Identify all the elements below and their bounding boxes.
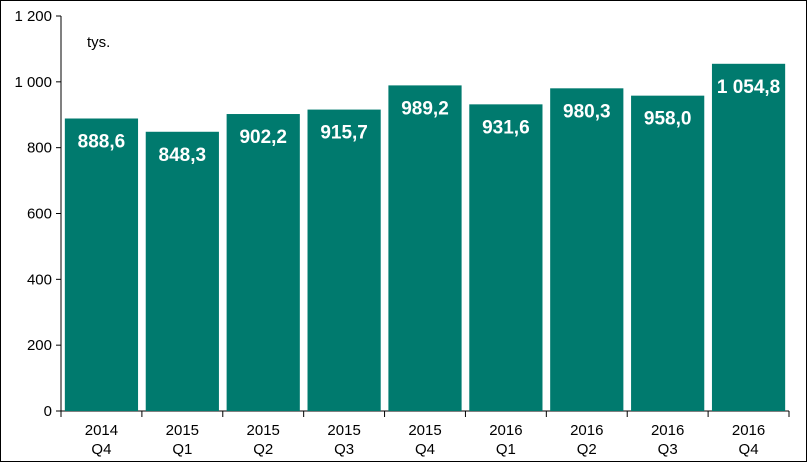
x-category-year: 2015 xyxy=(247,422,280,439)
x-category-year: 2015 xyxy=(166,422,199,439)
data-labels: 888,6 848,3 902,2 915,7 989,2 931,6 980,3 958,0… xyxy=(78,77,781,166)
x-category-quarter: Q1 xyxy=(172,441,192,458)
y-tick-label: 200 xyxy=(27,337,52,354)
bar-value-label: 902,2 xyxy=(239,127,287,148)
x-category-year: 2015 xyxy=(408,422,441,439)
bar xyxy=(226,114,300,412)
bar xyxy=(711,63,786,412)
bar-value-label: 958,0 xyxy=(644,109,692,130)
x-category-year: 2016 xyxy=(732,422,765,439)
x-category-quarter: Q2 xyxy=(577,441,597,458)
x-category-quarter: Q4 xyxy=(739,441,759,458)
bar-value-label: 980,3 xyxy=(563,101,611,122)
bar-value-label: 989,2 xyxy=(401,98,449,119)
bar-value-label: 1 054,8 xyxy=(717,77,780,98)
x-category-quarter: Q4 xyxy=(91,441,111,458)
bar xyxy=(550,88,624,411)
x-category-year: 2016 xyxy=(489,422,522,439)
y-axis: 0 200 400 600 800 1 000 1 200 xyxy=(14,8,62,420)
y-tick-label: 1 200 xyxy=(14,8,52,25)
x-category-quarter: Q3 xyxy=(334,441,354,458)
bar-value-label: 888,6 xyxy=(78,132,126,153)
bar-value-label: 915,7 xyxy=(320,123,368,144)
y-tick-label: 600 xyxy=(27,206,52,223)
y-tick-label: 0 xyxy=(44,403,52,420)
bar xyxy=(388,85,462,411)
bar-value-label: 848,3 xyxy=(159,145,207,166)
y-tick-label: 1 000 xyxy=(14,74,52,91)
bar xyxy=(145,131,219,411)
bar xyxy=(469,104,543,412)
bar xyxy=(64,118,139,411)
bar-value-label: 931,6 xyxy=(482,117,530,138)
x-category-year: 2016 xyxy=(651,422,684,439)
bar xyxy=(307,109,381,411)
x-category-quarter: Q3 xyxy=(658,441,678,458)
y-tick-label: 800 xyxy=(27,140,52,157)
x-category-year: 2014 xyxy=(85,422,118,439)
y-tick-label: 400 xyxy=(27,271,52,288)
x-category-quarter: Q4 xyxy=(415,441,435,458)
bar xyxy=(631,95,705,412)
x-category-quarter: Q2 xyxy=(253,441,273,458)
bars xyxy=(64,63,786,412)
x-category-year: 2016 xyxy=(570,422,603,439)
x-category-quarter: Q1 xyxy=(496,441,516,458)
x-category-year: 2015 xyxy=(327,422,360,439)
unit-label: tys. xyxy=(87,34,110,51)
